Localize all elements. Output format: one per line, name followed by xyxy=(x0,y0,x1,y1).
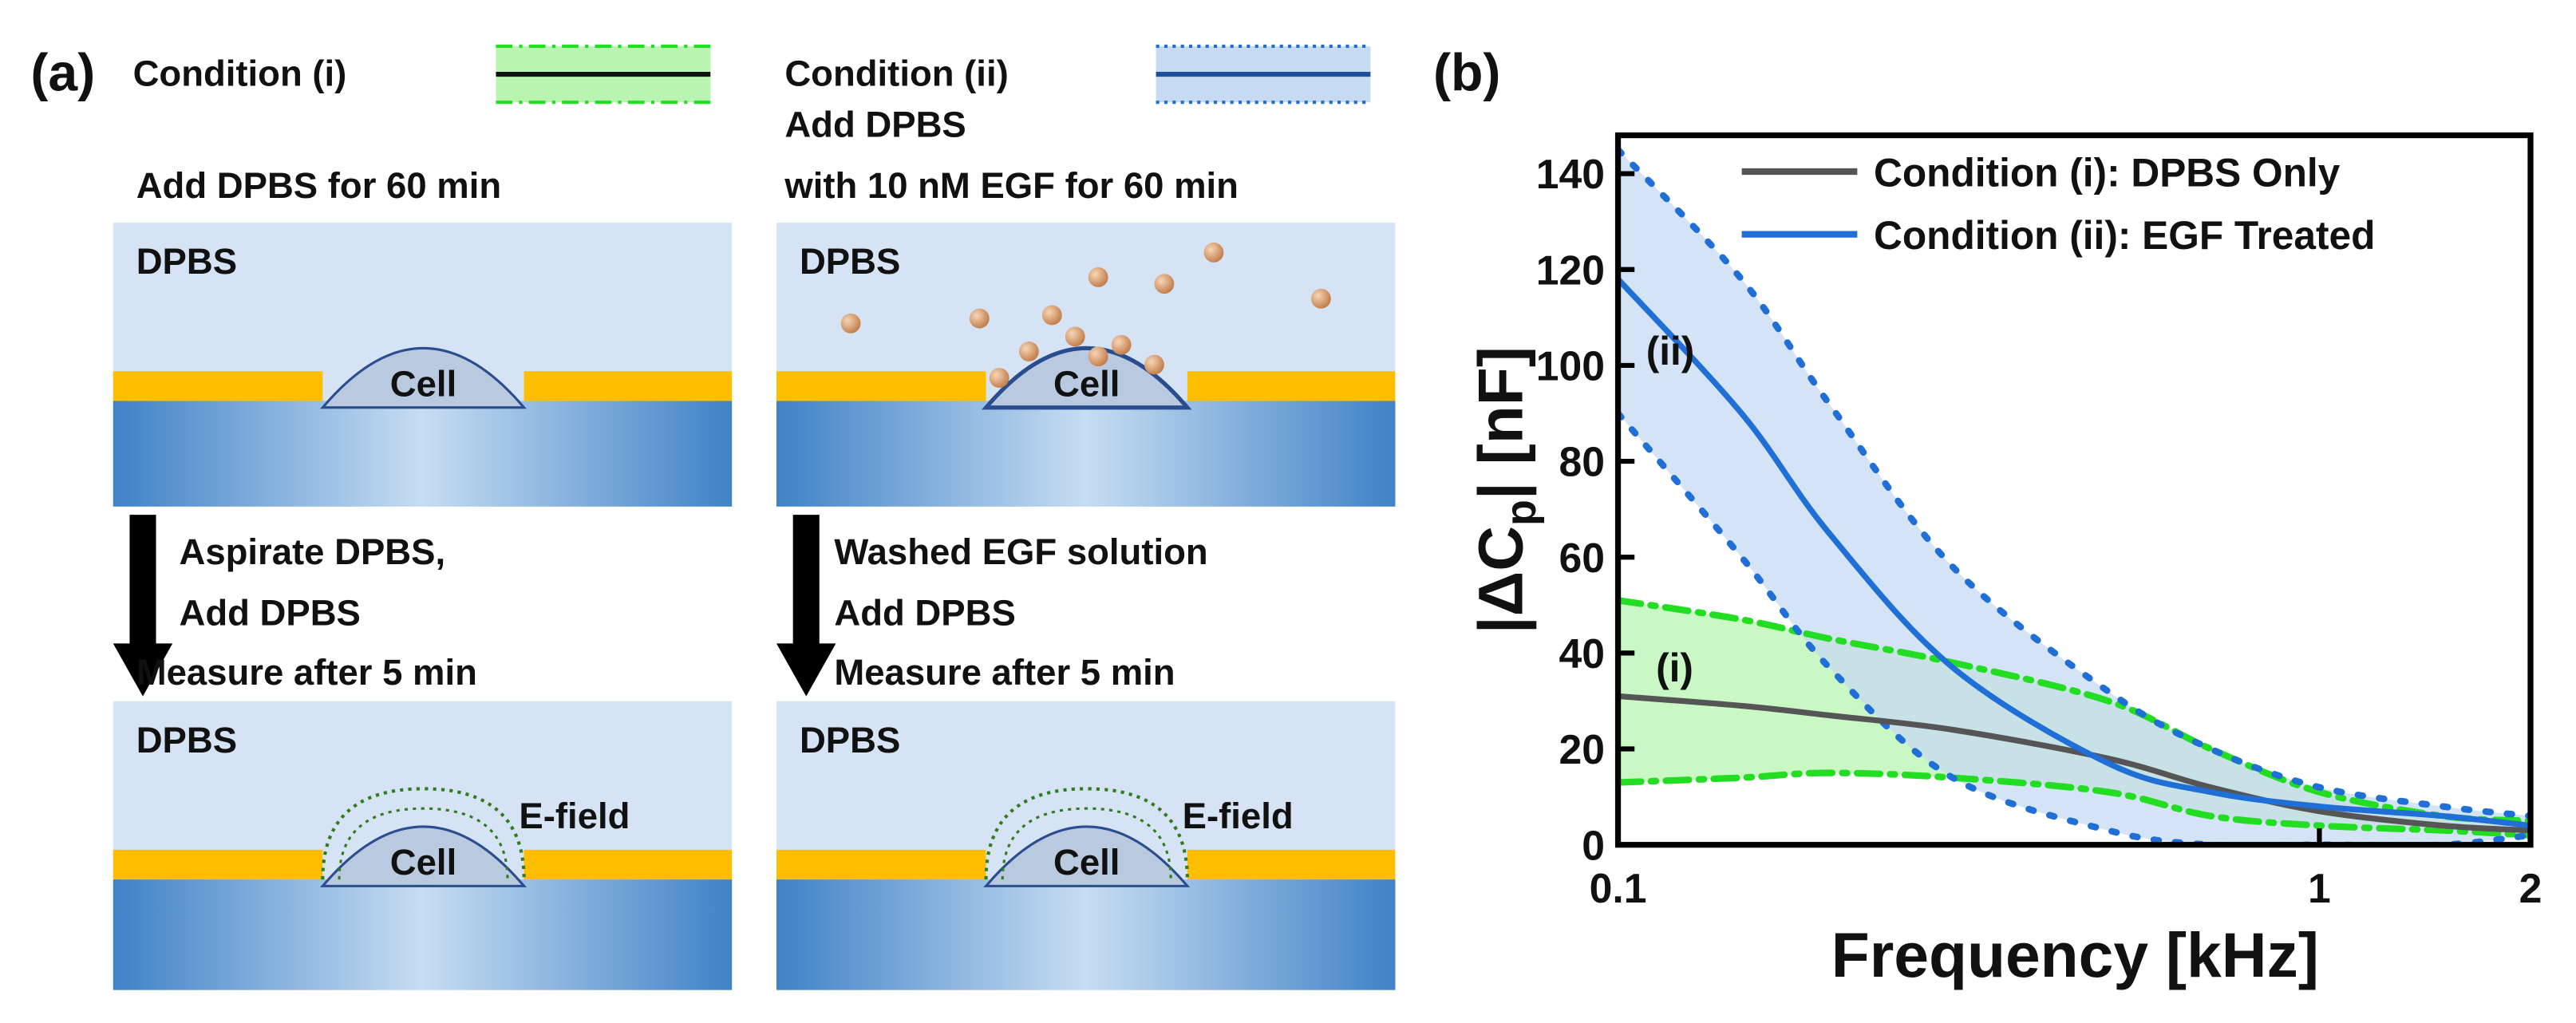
y-tick-label: 60 xyxy=(1559,535,1606,581)
step-text: Washed EGF solution xyxy=(834,531,1207,572)
step-text: Add DPBS xyxy=(834,593,1015,634)
legend-label: Condition (i): DPBS Only xyxy=(1874,151,2341,196)
legend-label: Condition (ii): EGF Treated xyxy=(1874,213,2375,258)
cell-label: Cell xyxy=(390,363,456,404)
y-axis-label: |ΔCp| [nF] xyxy=(1466,346,1546,634)
series-line xyxy=(1618,277,2531,829)
cell-label: Cell xyxy=(390,842,456,883)
cell-label: Cell xyxy=(1053,842,1120,883)
field-label: E-field xyxy=(1183,796,1294,836)
medium-label: DPBS xyxy=(136,720,237,760)
step-text: Aspirate DPBS, xyxy=(179,531,445,572)
panel-label: (a) xyxy=(30,44,95,103)
step-text: Add DPBS for 60 min xyxy=(136,165,501,206)
arrow xyxy=(776,515,836,697)
y-tick-label: 0 xyxy=(1582,822,1605,868)
cell-label: Cell xyxy=(1053,363,1120,404)
device-diagram xyxy=(113,223,733,507)
y-axis-label-part: | [nF] xyxy=(1466,346,1536,500)
field-label: E-field xyxy=(519,796,630,836)
legend-label: Condition (i) xyxy=(133,53,347,94)
y-tick-label: 40 xyxy=(1559,630,1606,677)
annotation: (ii) xyxy=(1646,329,1695,373)
medium-label: DPBS xyxy=(800,241,900,282)
y-axis-label-sub: p xyxy=(1497,500,1545,526)
step-text: Measure after 5 min xyxy=(834,652,1175,693)
legend-swatch xyxy=(496,44,711,105)
y-tick-label: 120 xyxy=(1536,247,1605,293)
annotation: (i) xyxy=(1656,646,1693,690)
y-tick-label: 100 xyxy=(1536,343,1605,389)
band-edge xyxy=(1618,146,2531,820)
plot-frame xyxy=(1614,132,2534,848)
y-axis-label-part: |ΔC xyxy=(1466,526,1536,634)
x-tick-label: 1 xyxy=(2308,865,2331,911)
legend-swatch xyxy=(1156,44,1371,105)
x-axis-label: Frequency [kHz] xyxy=(1831,920,2319,990)
band-fill xyxy=(1618,149,2531,845)
x-tick-label: 0.1 xyxy=(1590,865,1647,911)
x-tick-label: 2 xyxy=(2519,865,2542,911)
step-text: with 10 nM EGF for 60 min xyxy=(784,165,1239,206)
step-text: Add DPBS xyxy=(179,593,360,634)
step-text: Measure after 5 min xyxy=(136,652,477,693)
medium-label: DPBS xyxy=(136,241,237,282)
arrow xyxy=(113,515,173,697)
y-tick-label: 80 xyxy=(1559,439,1606,485)
series-layer xyxy=(1618,146,2531,845)
medium-label: DPBS xyxy=(800,720,900,760)
device-diagram xyxy=(776,701,1396,990)
y-tick-label: 20 xyxy=(1559,726,1606,772)
y-tick-label: 140 xyxy=(1536,151,1605,197)
legend-label: Condition (ii) xyxy=(784,53,1008,94)
step-text: Add DPBS xyxy=(784,105,966,145)
plot: 0 20 40 60 80 100 120 140 0.1 1 2 Condition (i): DP… xyxy=(1536,132,2542,911)
band-edge xyxy=(1618,769,2531,839)
device-diagram xyxy=(776,223,1396,507)
panel-label: (b) xyxy=(1433,44,1500,103)
device-diagram xyxy=(113,701,733,990)
band-edge xyxy=(1618,597,2531,824)
